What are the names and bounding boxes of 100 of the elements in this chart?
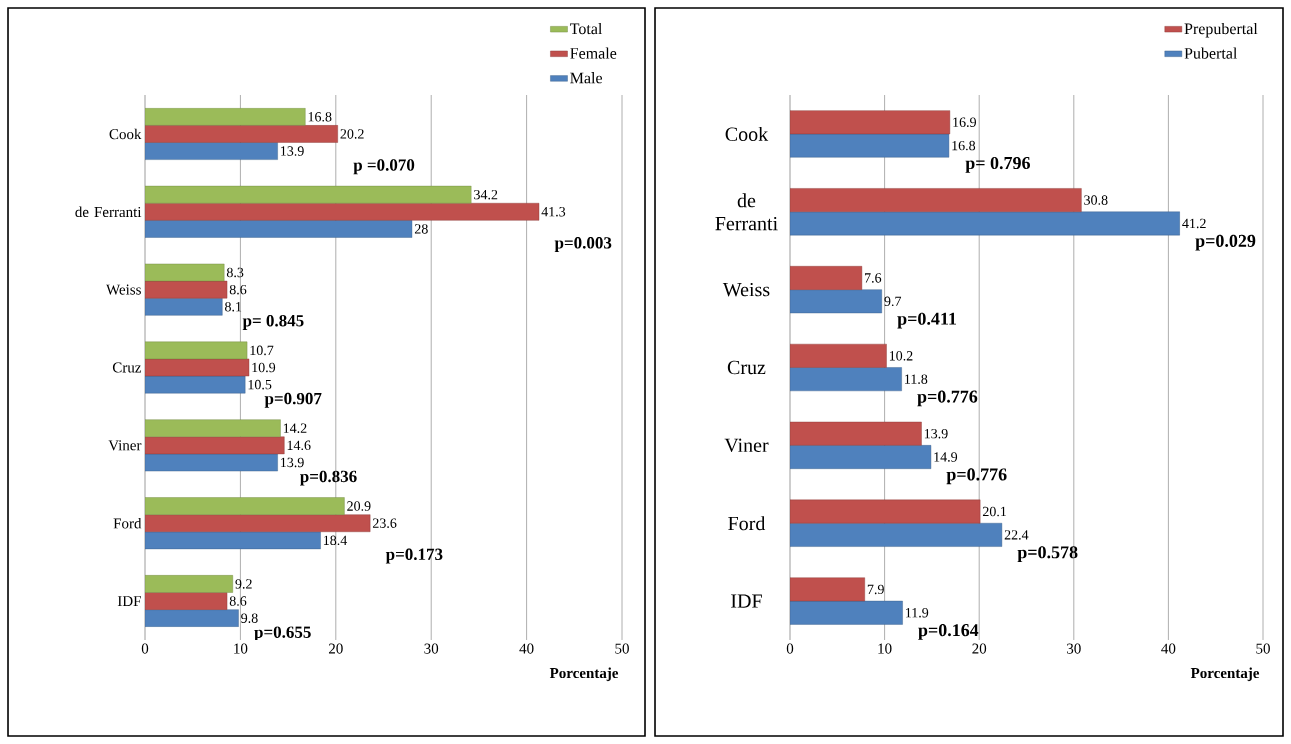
data-label: 11.9: [906, 608, 929, 618]
data-label: 7.6: [865, 273, 882, 283]
bar: [145, 185, 472, 204]
data-label: 14.6: [287, 440, 311, 451]
y-tick-label: Cruz: [112, 362, 142, 373]
data-label: 8.3: [226, 267, 244, 278]
x-tick-label: 50: [1256, 643, 1270, 654]
bar: [790, 343, 887, 368]
data-label: 7.9: [867, 584, 884, 595]
y-tick-label: de Ferranti: [75, 206, 142, 218]
legend-label: Male: [570, 72, 603, 84]
annotation: p= 0.845: [242, 314, 304, 330]
annotation: p=0.776: [917, 390, 978, 407]
x-tick-label: 0: [786, 643, 794, 654]
data-label: 8.1: [225, 302, 242, 312]
annotation: p=0.003: [554, 237, 612, 253]
bar: [145, 575, 233, 593]
data-label: 22.4: [1004, 530, 1029, 540]
legend-label: Total: [569, 22, 603, 35]
bar: [145, 203, 540, 221]
annotation: p=0.411: [897, 312, 957, 329]
data-label: 8.6: [229, 596, 247, 606]
bar: [790, 289, 882, 314]
data-label: 28: [414, 224, 428, 234]
y-tick-label: Cruz: [727, 360, 766, 375]
annotation: p=0.029: [1195, 234, 1256, 251]
annotation: p =0.070: [353, 159, 415, 175]
bar: [145, 125, 338, 143]
legend-label: Prepubertal: [1184, 22, 1258, 38]
x-tick-label: 20: [328, 643, 343, 654]
bar: [145, 609, 239, 627]
y-tick-label: Ford: [113, 517, 142, 529]
bar: [145, 375, 246, 394]
y-tick-label: IDF: [117, 596, 141, 606]
x-tick-label: 40: [519, 643, 534, 654]
bar: [145, 592, 228, 610]
bar: [790, 110, 951, 135]
data-label: 14.9: [934, 452, 958, 462]
bar: [790, 445, 932, 469]
bar: [145, 531, 321, 550]
data-label: 10.2: [889, 351, 913, 361]
data-label: 23.6: [372, 518, 397, 528]
data-label: 16.8: [308, 112, 332, 122]
data-label: 41.2: [1182, 218, 1206, 229]
bar: [145, 142, 278, 160]
bar: [145, 514, 371, 532]
bar: [790, 188, 1082, 212]
x-tick-label: 30: [424, 643, 439, 654]
x-tick-label: 10: [234, 643, 248, 654]
x-tick-label: 50: [615, 643, 629, 654]
x-tick-label: 10: [878, 643, 892, 654]
bar: [790, 367, 902, 392]
data-label: 20.9: [347, 501, 371, 511]
bar: [145, 453, 278, 472]
bar: [790, 266, 863, 290]
bar: [790, 211, 1180, 236]
data-label: 41.3: [541, 207, 566, 217]
bar: [145, 298, 223, 316]
annotation: p=0.655: [254, 626, 311, 642]
annotation: p=0.578: [1017, 546, 1078, 563]
y-tick-label: Cook: [725, 126, 769, 141]
x-tick-label: 40: [1161, 643, 1176, 654]
data-label: 9.8: [241, 613, 258, 623]
y-tick-label: Viner: [724, 438, 769, 453]
annotation: p=0.173: [385, 548, 443, 564]
data-label: 9.2: [235, 579, 252, 589]
annotation: p=0.836: [300, 470, 357, 486]
x-axis-title: Porcentaje: [549, 667, 619, 682]
bar: [790, 421, 922, 446]
bar: [790, 523, 1003, 547]
data-label: 16.8: [952, 140, 976, 151]
y-tick-label: Weiss: [106, 284, 141, 295]
x-tick-label: 20: [972, 643, 987, 654]
legend-label: Female: [570, 47, 617, 59]
x-tick-label: 30: [1067, 643, 1081, 654]
data-label: 20.1: [982, 506, 1007, 517]
data-label: 13.9: [281, 146, 304, 156]
y-tick-label: IDF: [731, 594, 762, 608]
bar: [145, 436, 285, 455]
data-label: 11.8: [905, 374, 928, 384]
data-label: 8.6: [229, 284, 247, 295]
y-tick-label: Ford: [728, 516, 766, 531]
bar: [790, 499, 981, 524]
data-label: 20.2: [340, 129, 364, 139]
data-label: 30.8: [1084, 195, 1108, 205]
bar: [790, 133, 950, 158]
data-label: 18.4: [323, 535, 348, 546]
x-tick-label: 0: [141, 643, 149, 654]
data-label: 16.9: [953, 117, 977, 127]
annotation: p= 0.796: [965, 156, 1030, 173]
bar: [145, 220, 413, 238]
bar: [790, 600, 903, 625]
bar: [145, 341, 248, 360]
data-label: 10.9: [252, 362, 276, 373]
y-tick-label: Weiss: [722, 282, 770, 297]
data-label: 14.2: [283, 423, 307, 433]
data-label: 9.7: [884, 296, 902, 307]
bar: [145, 280, 228, 299]
annotation: p=0.907: [264, 392, 322, 408]
y-tick-label: Cook: [109, 128, 142, 140]
